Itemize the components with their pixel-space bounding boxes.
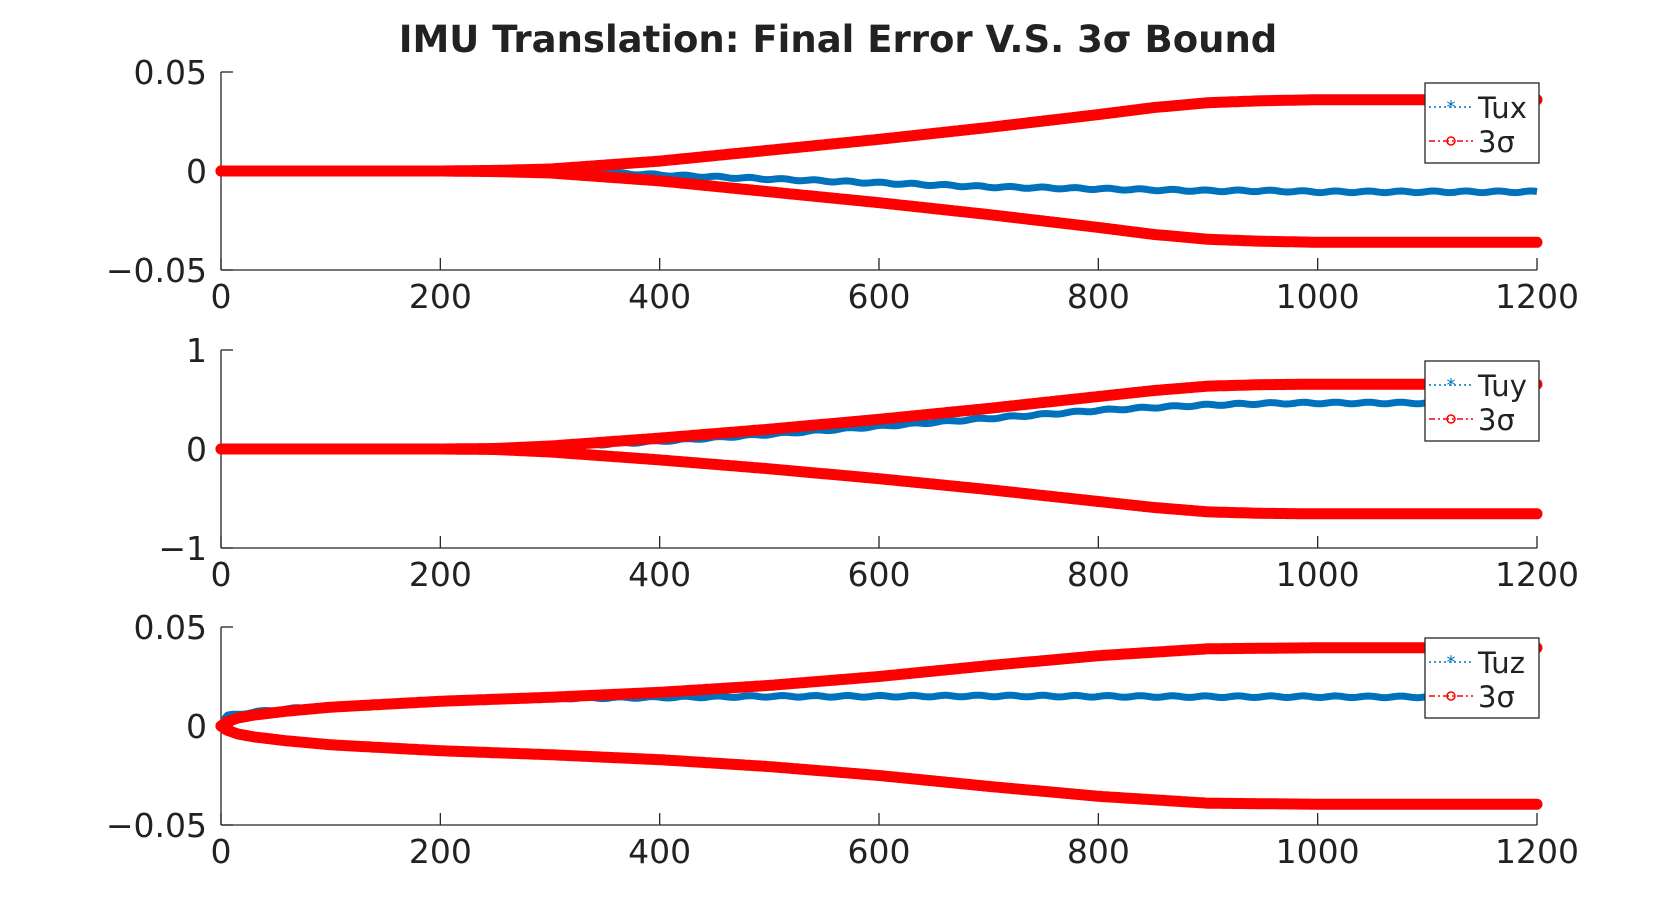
x-tick-label: 1200	[1495, 555, 1579, 594]
legend-label-3sigma: 3σ	[1478, 403, 1515, 437]
y-tick-label: 0	[186, 707, 207, 746]
x-tick-label: 1200	[1495, 832, 1579, 871]
legend-label-3sigma: 3σ	[1478, 680, 1515, 714]
y-tick-label: −0.05	[106, 251, 207, 290]
x-tick-label: 400	[628, 555, 691, 594]
x-tick-label: 600	[848, 832, 911, 871]
x-tick-label: 800	[1067, 277, 1130, 316]
x-tick-label: 600	[848, 277, 911, 316]
asterisk-marker-icon: *	[1447, 97, 1456, 118]
x-tick-label: 200	[409, 832, 472, 871]
legend-label-tuz: Tuz	[1477, 646, 1525, 680]
series-line-3sigma-lower	[215, 165, 1543, 248]
x-tick-label: 1000	[1276, 277, 1360, 316]
series-line-3sigma-lower	[215, 720, 1543, 810]
circle-marker-icon	[1446, 414, 1456, 424]
x-tick-label: 0	[211, 277, 232, 316]
series-line-3sigma-lower	[215, 443, 1543, 520]
y-tick-label: 0.05	[134, 53, 207, 92]
y-tick-label: 0	[186, 430, 207, 469]
legend-box	[1424, 637, 1540, 719]
x-tick-label: 1000	[1276, 832, 1360, 871]
x-tick-label: 0	[211, 832, 232, 871]
circle-marker-icon	[1446, 136, 1456, 146]
x-tick-label: 200	[409, 555, 472, 594]
x-tick-label: 600	[848, 555, 911, 594]
x-tick-label: 800	[1067, 832, 1130, 871]
series-line-3sigma-upper	[215, 642, 1543, 732]
x-tick-label: 1000	[1276, 555, 1360, 594]
legend-box	[1424, 82, 1540, 164]
x-tick-label: 1200	[1495, 277, 1579, 316]
x-tick-label: 800	[1067, 555, 1130, 594]
x-tick-label: 200	[409, 277, 472, 316]
y-tick-label: 1	[186, 331, 207, 370]
y-tick-label: −0.05	[106, 806, 207, 845]
asterisk-marker-icon: *	[1447, 652, 1456, 673]
legend-label-tuy: Tuy	[1477, 369, 1527, 403]
asterisk-marker-icon: *	[1447, 375, 1456, 396]
x-tick-label: 400	[628, 832, 691, 871]
chart-title: IMU Translation: Final Error V.S. 3σ Bou…	[399, 18, 1278, 61]
legend-box	[1424, 360, 1540, 442]
legend-label-tux: Tux	[1477, 91, 1527, 125]
x-tick-label: 400	[628, 277, 691, 316]
y-tick-label: 0	[186, 152, 207, 191]
legend-label-3sigma: 3σ	[1478, 125, 1515, 159]
y-tick-label: −1	[158, 529, 207, 568]
circle-marker-icon	[1446, 691, 1456, 701]
x-tick-label: 0	[211, 555, 232, 594]
y-tick-label: 0.05	[134, 608, 207, 647]
